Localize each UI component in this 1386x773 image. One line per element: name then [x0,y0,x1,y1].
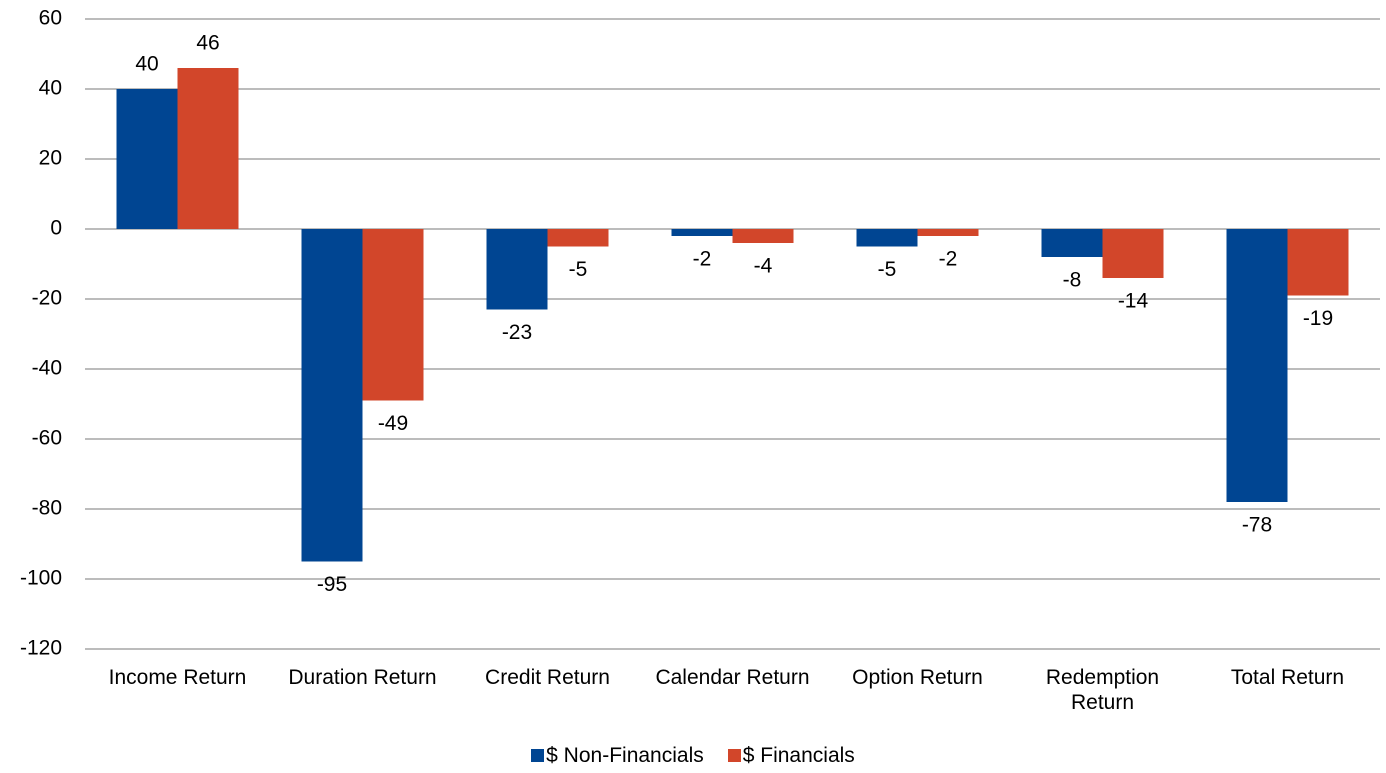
bar [362,229,424,401]
legend-swatch [727,749,741,762]
bar [917,229,979,236]
data-label: -49 [378,412,408,435]
x-tick-label: Income Return [108,666,247,689]
y-tick-label: 0 [50,217,62,240]
data-label: -2 [939,248,958,271]
x-tick-label: Total Return [1230,666,1345,689]
data-label: 40 [135,53,158,76]
legend-item: $ Financials [727,744,855,767]
bar [1102,229,1164,278]
data-label: -95 [317,573,347,596]
y-tick-label: -120 [20,637,62,660]
bar [116,89,178,229]
x-tick-label: Option Return [852,666,983,689]
x-tick-label: Credit Return [485,666,610,689]
x-tick-label: Duration Return [288,666,437,689]
y-tick-label: 40 [39,77,62,100]
bar [301,229,363,562]
bar [856,229,918,247]
data-label: -4 [754,255,773,278]
bar [671,229,733,236]
data-label: -19 [1303,307,1333,330]
legend: $ Non-Financials $ Financials [0,744,1386,768]
legend-item: $ Non-Financials [531,744,704,767]
data-label: -5 [878,258,897,281]
bar [547,229,609,247]
y-tick-label: 60 [39,7,62,30]
bar [486,229,548,310]
data-label: -8 [1063,269,1082,292]
bar [1041,229,1103,257]
y-tick-label: -80 [32,497,62,520]
y-tick-label: -100 [20,567,62,590]
legend-label: $ Financials [742,744,855,767]
bar [1287,229,1349,296]
x-tick-label: Redemption Return [1045,666,1160,714]
data-label: -5 [569,258,588,281]
legend-label: $ Non-Financials [546,744,704,767]
bar [177,68,239,229]
data-label: 46 [196,32,219,55]
bar [732,229,794,243]
y-tick-label: 20 [39,147,62,170]
data-label: -78 [1242,514,1272,537]
data-label: -2 [693,248,712,271]
legend-swatch [531,749,545,762]
data-label: -14 [1118,290,1149,313]
y-tick-label: -60 [32,427,62,450]
x-tick-label: Calendar Return [655,666,810,689]
y-tick-label: -20 [32,287,62,310]
y-tick-label: -40 [32,357,62,380]
data-label: -23 [502,321,532,344]
bar [1226,229,1288,502]
